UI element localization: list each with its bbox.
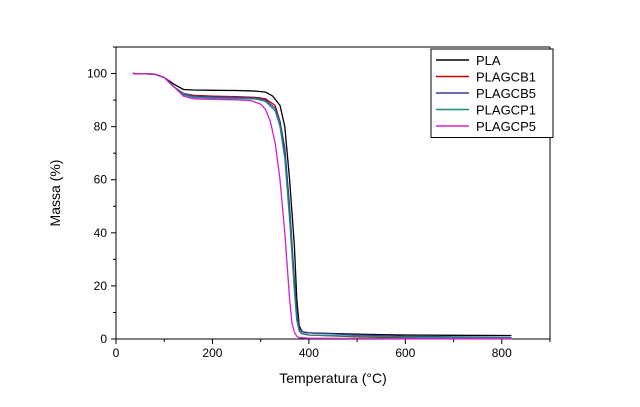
series-line-plagcp5 bbox=[132, 72, 512, 340]
axes: 0 200 400 600 800 0 20 40 60 80 100 bbox=[87, 46, 551, 360]
y-axis-title: Massa (%) bbox=[47, 160, 63, 227]
legend-label: PLAGCB5 bbox=[476, 86, 536, 101]
y-tick-label: 100 bbox=[87, 67, 107, 81]
x-tick-label: 400 bbox=[299, 346, 319, 360]
x-axis-title: Temperatura (°C) bbox=[279, 370, 387, 386]
x-tick-label: 600 bbox=[395, 346, 415, 360]
legend-label: PLAGCP1 bbox=[476, 103, 536, 118]
legend-label: PLA bbox=[476, 53, 501, 68]
x-tick-label: 200 bbox=[202, 346, 222, 360]
series-line-plagcb5 bbox=[132, 72, 512, 339]
series-lines bbox=[132, 72, 512, 340]
legend-label: PLAGCP5 bbox=[476, 119, 536, 134]
y-tick-label: 60 bbox=[94, 173, 108, 187]
y-tick-label: 20 bbox=[94, 279, 108, 293]
y-tick-label: 80 bbox=[94, 120, 108, 134]
y-tick-label: 0 bbox=[100, 332, 107, 346]
y-tick-label: 40 bbox=[94, 226, 108, 240]
x-tick-label: 0 bbox=[113, 346, 120, 360]
x-tick-label: 800 bbox=[492, 346, 512, 360]
legend-label: PLAGCB1 bbox=[476, 70, 536, 85]
